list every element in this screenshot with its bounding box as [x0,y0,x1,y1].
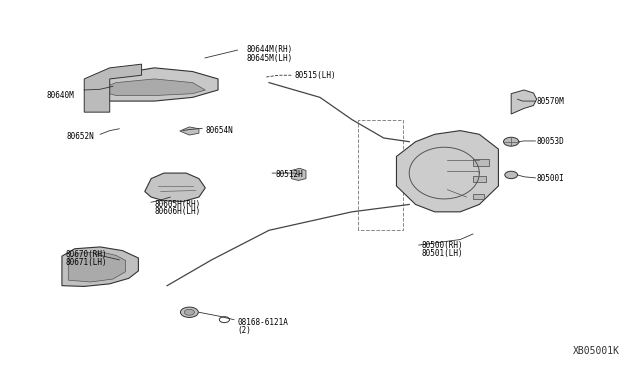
Bar [473,159,489,166]
Polygon shape [97,79,205,96]
Text: 80570M: 80570M [537,97,564,106]
Text: 80501(LH): 80501(LH) [422,249,463,258]
Text: 80500(RH): 80500(RH) [422,241,463,250]
Circle shape [184,310,195,315]
Text: 80652N: 80652N [66,132,94,141]
Polygon shape [180,127,199,135]
Text: 80606H(LH): 80606H(LH) [154,207,200,217]
Text: 80053D: 80053D [537,137,564,146]
Text: 80640M: 80640M [47,91,75,100]
Circle shape [505,171,518,179]
Polygon shape [62,247,138,286]
Polygon shape [84,64,141,112]
Polygon shape [68,252,125,282]
Text: 80645M(LH): 80645M(LH) [246,54,293,63]
Text: 80644M(RH): 80644M(RH) [246,45,293,54]
Polygon shape [291,168,306,180]
Circle shape [180,307,198,317]
Text: 80605H(RH): 80605H(RH) [154,200,200,209]
Text: 08168-6121A: 08168-6121A [237,318,288,327]
Text: (2): (2) [237,326,251,335]
Text: 80500I: 80500I [537,174,564,183]
Text: XB05001K: XB05001K [573,346,620,356]
Text: 80671(LH): 80671(LH) [65,258,107,267]
Bar [473,176,486,182]
Polygon shape [511,90,537,114]
Circle shape [504,137,519,146]
Text: 80512H: 80512H [275,170,303,179]
Polygon shape [84,68,218,101]
Text: 80654N: 80654N [205,126,233,135]
Text: 80515(LH): 80515(LH) [294,71,336,80]
Polygon shape [145,173,205,202]
Text: 80670(RH): 80670(RH) [65,250,107,259]
Polygon shape [396,131,499,212]
Bar [473,194,484,199]
